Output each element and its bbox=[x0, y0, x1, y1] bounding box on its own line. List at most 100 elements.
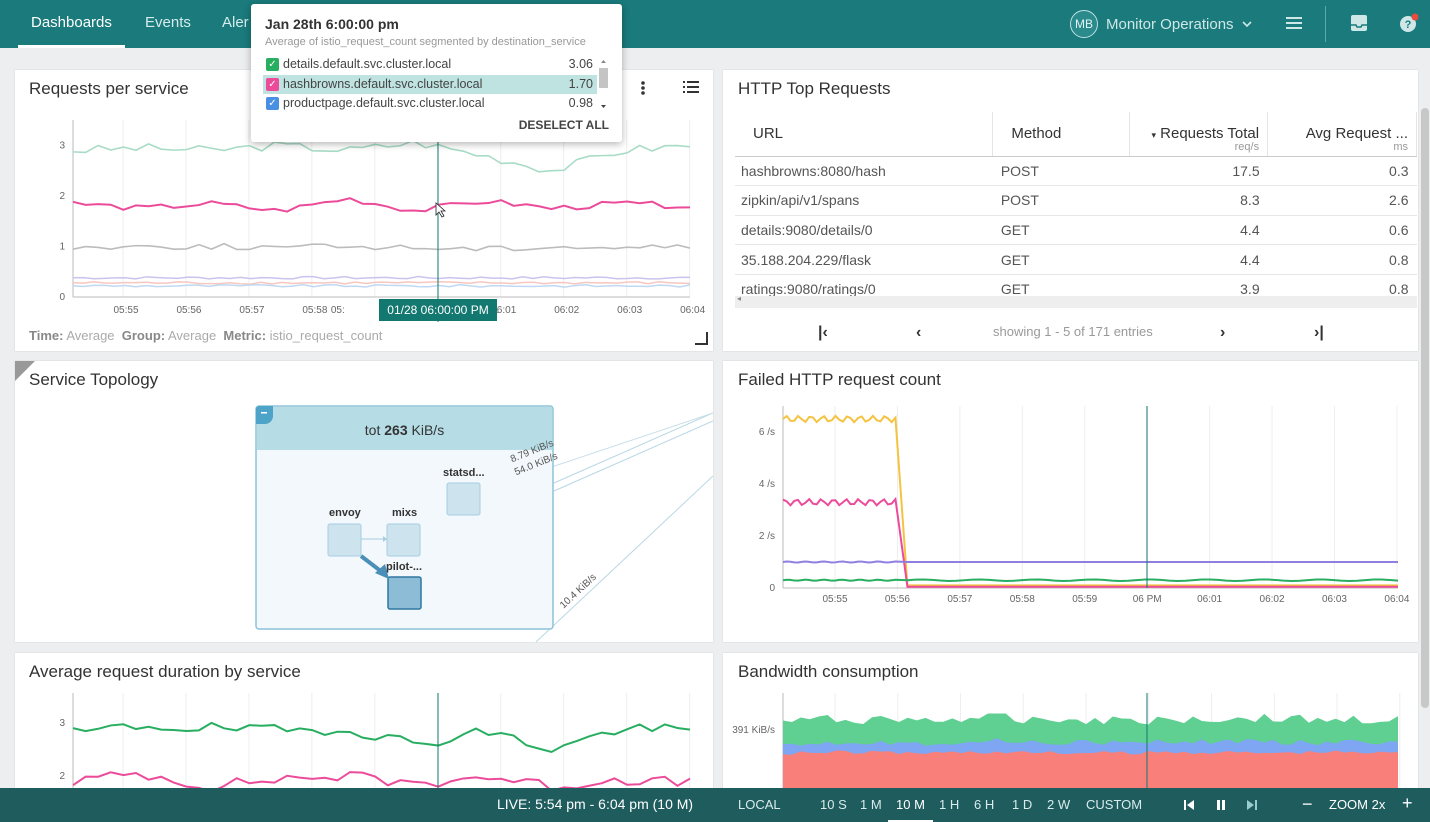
footer-time-val[interactable]: Average bbox=[66, 328, 115, 343]
tooltip-scrollbar[interactable] bbox=[598, 56, 609, 114]
chart-tooltip: Jan 28th 6:00:00 pm Average of istio_req… bbox=[251, 4, 622, 142]
panel-title: Average request duration by service bbox=[29, 662, 301, 681]
range-2w[interactable]: 2 W bbox=[1047, 797, 1071, 812]
pagination: |‹ ‹ showing 1 - 5 of 171 entries › ›| bbox=[723, 320, 1417, 344]
first-page-button[interactable]: |‹ bbox=[818, 324, 828, 341]
skip-forward-icon[interactable] bbox=[1246, 799, 1258, 811]
more-vertical-icon[interactable] bbox=[638, 80, 648, 96]
y-tick-label: 3 bbox=[59, 718, 65, 729]
panel-title: Service Topology bbox=[29, 370, 159, 389]
top-nav: Dashboards Events Aler MB Monitor Operat… bbox=[0, 0, 1430, 48]
table-row[interactable]: 35.188.204.229/flask GET 4.4 0.8 bbox=[735, 244, 1417, 275]
team-switcher[interactable]: MB Monitor Operations bbox=[1070, 9, 1252, 39]
deselect-all-button[interactable]: DESELECT ALL bbox=[518, 118, 609, 132]
x-tick-label: 05:57 bbox=[239, 305, 264, 316]
column-header-avg-request[interactable]: Avg Request ... ms bbox=[1267, 112, 1417, 157]
node-label: envoy bbox=[329, 507, 361, 519]
range-10m[interactable]: 10 M bbox=[888, 797, 933, 822]
pause-icon[interactable] bbox=[1215, 799, 1227, 811]
bandwidth-chart[interactable]: 391 KiB/s bbox=[723, 693, 1418, 788]
resize-handle-icon[interactable] bbox=[695, 332, 709, 346]
zoom-out-button[interactable]: − bbox=[1302, 794, 1313, 814]
series-line bbox=[72, 139, 691, 173]
table-row[interactable]: details:9080/details/0 GET 4.4 0.6 bbox=[735, 215, 1417, 246]
svg-text:?: ? bbox=[1405, 19, 1412, 31]
panel-title: Bandwidth consumption bbox=[738, 662, 919, 681]
horizontal-scrollbar[interactable]: ◂ bbox=[735, 294, 1417, 308]
namespace-group bbox=[255, 405, 554, 630]
series-line bbox=[72, 197, 691, 213]
x-tick-label: 06:01 bbox=[491, 305, 516, 316]
x-tick-label: 06:04 bbox=[680, 305, 705, 316]
x-tick-label: 06:04 bbox=[1384, 594, 1409, 605]
tooltip-series-row[interactable]: ✓ productpage.default.svc.cluster.local 0… bbox=[263, 94, 597, 113]
failed-http-chart[interactable]: 05:55 05:56 05:57 05:58 05:59 06 PM 06:01 06:02… bbox=[723, 401, 1418, 616]
checkbox-checked-icon[interactable]: ✓ bbox=[266, 97, 279, 110]
tab-events[interactable]: Events bbox=[145, 14, 191, 31]
node-pilot bbox=[387, 576, 422, 610]
sort-desc-icon: ▾ bbox=[1151, 130, 1156, 141]
avg-duration-chart[interactable]: 23 bbox=[15, 693, 713, 788]
help-icon[interactable]: ? bbox=[1399, 13, 1421, 33]
range-10s[interactable]: 10 S bbox=[820, 797, 847, 812]
tab-dashboards[interactable]: Dashboards bbox=[18, 0, 125, 48]
bandwidth-panel: Bandwidth consumption 391 KiB/s bbox=[723, 653, 1418, 788]
topology-edge bbox=[359, 554, 384, 574]
x-tick-label: 06:02 bbox=[554, 305, 579, 316]
range-custom[interactable]: CUSTOM bbox=[1086, 797, 1143, 812]
y-tick-label: 6 /s bbox=[759, 427, 775, 438]
range-1m[interactable]: 1 M bbox=[860, 797, 882, 812]
scrollbar-thumb[interactable] bbox=[1421, 108, 1429, 708]
cursor-time-label: 01/28 06:00:00 PM bbox=[379, 299, 497, 321]
namespace-header bbox=[257, 407, 552, 450]
live-range-label: LIVE: 5:54 pm - 6:04 pm (10 M) bbox=[497, 796, 694, 812]
checkbox-checked-icon[interactable]: ✓ bbox=[266, 78, 279, 91]
node-mixs bbox=[386, 523, 421, 557]
prev-page-button[interactable]: ‹ bbox=[916, 324, 922, 341]
requests-chart[interactable]: 0 1 2 3 05:55 05:56 05:57 05:58 06:01 06:02 06:03 0… bbox=[15, 110, 713, 325]
timezone-toggle[interactable]: LOCAL bbox=[738, 797, 781, 812]
menu-lines-icon[interactable] bbox=[1286, 15, 1302, 31]
area-series bbox=[783, 750, 1398, 788]
last-page-button[interactable]: ›| bbox=[1314, 324, 1324, 341]
pager-status: showing 1 - 5 of 171 entries bbox=[993, 324, 1153, 339]
range-1h[interactable]: 1 H bbox=[939, 797, 960, 812]
tooltip-series-row[interactable]: ✓ hashbrowns.default.svc.cluster.local 1.… bbox=[263, 75, 597, 94]
panel-title: HTTP Top Requests bbox=[738, 79, 891, 98]
tab-alerts[interactable]: Aler bbox=[222, 14, 249, 31]
tooltip-subtitle: Average of istio_request_count segmented… bbox=[265, 36, 586, 48]
node-statsd bbox=[446, 482, 481, 516]
y-tick-label: 2 bbox=[59, 191, 65, 202]
column-header-url[interactable]: URL bbox=[735, 112, 994, 157]
range-1d[interactable]: 1 D bbox=[1012, 797, 1033, 812]
x-tick-label: 06:02 bbox=[1260, 594, 1285, 605]
table-row[interactable]: hashbrowns:8080/hash POST 17.5 0.3 bbox=[735, 156, 1417, 187]
footer-group-val[interactable]: Average bbox=[168, 328, 217, 343]
skip-back-icon[interactable] bbox=[1183, 799, 1195, 811]
inbox-icon[interactable] bbox=[1350, 14, 1368, 32]
scroll-left-icon[interactable]: ◂ bbox=[737, 294, 742, 303]
checkbox-checked-icon[interactable]: ✓ bbox=[266, 58, 279, 71]
next-page-button[interactable]: › bbox=[1220, 324, 1226, 341]
page-scrollbar[interactable] bbox=[1420, 48, 1430, 788]
footer-group-key: Group: bbox=[121, 328, 166, 343]
range-6h[interactable]: 6 H bbox=[974, 797, 995, 812]
column-header-method[interactable]: Method bbox=[992, 112, 1131, 157]
series-line bbox=[72, 280, 691, 285]
collapse-icon bbox=[256, 406, 273, 424]
node-label: mixs bbox=[392, 507, 418, 519]
topology-edge bbox=[553, 420, 713, 492]
tooltip-series-row[interactable]: ✓ details.default.svc.cluster.local 3.06 bbox=[263, 55, 597, 74]
y-tick-label: 4 /s bbox=[759, 479, 775, 490]
x-tick-label: 05:56 bbox=[176, 305, 201, 316]
x-tick-label: 06:01 bbox=[1197, 594, 1222, 605]
table-row[interactable]: zipkin/api/v1/spans POST 8.3 2.6 bbox=[735, 185, 1417, 216]
topology-edge bbox=[553, 412, 713, 484]
column-header-requests-total[interactable]: ▾ Requests Total req/s bbox=[1129, 112, 1269, 157]
footer-time-key: Time: bbox=[29, 328, 64, 343]
legend-list-icon[interactable] bbox=[683, 81, 699, 93]
chart-footer: Time: Average Group: Average Metric: ist… bbox=[29, 328, 382, 343]
footer-metric-val[interactable]: istio_request_count bbox=[269, 328, 383, 343]
topology-graph[interactable] bbox=[15, 361, 713, 642]
zoom-in-button[interactable]: + bbox=[1402, 793, 1413, 813]
